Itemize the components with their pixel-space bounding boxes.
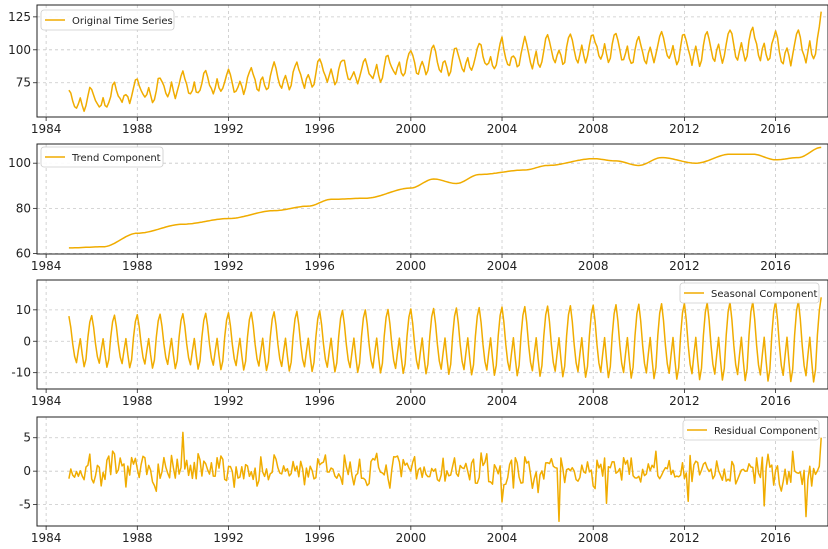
x-tick-label: 1992 — [213, 531, 244, 545]
series-line-original-time-series — [68, 11, 822, 113]
legend-label: Residual Component — [714, 426, 818, 437]
x-tick-label: 2008 — [578, 259, 609, 273]
x-tick-label: 2004 — [487, 122, 518, 136]
axes-frame — [36, 279, 828, 390]
series-line-seasonal-component — [68, 297, 822, 383]
x-tick-label: 2012 — [669, 394, 700, 408]
x-tick-label: 2008 — [578, 122, 609, 136]
x-tick-label: 1996 — [304, 259, 335, 273]
y-tick-label: 100 — [8, 43, 31, 57]
x-tick-label: 2004 — [487, 259, 518, 273]
y-tick-label: 5 — [23, 431, 31, 445]
panel-original-time-series: 1984 1988 1992 1996 2000 2004 2008 2012 2016 75 10… — [8, 4, 828, 136]
y-tick-label: 10 — [16, 303, 31, 317]
panel-residual-component: 1984 1988 1992 1996 2000 2004 2008 2012 2016 -5 0 5… — [19, 416, 828, 545]
x-tick-label: 2012 — [669, 122, 700, 136]
x-tick-label: 2016 — [760, 259, 791, 273]
series-line-trend-component — [68, 146, 822, 249]
y-tick-label: 75 — [16, 76, 31, 90]
x-tick-label: 2000 — [396, 531, 427, 545]
x-tick-label: 1996 — [304, 122, 335, 136]
y-tick-label: 60 — [16, 247, 31, 261]
x-tick-label: 2016 — [760, 531, 791, 545]
panel-seasonal-component: 1984 1988 1992 1996 2000 2004 2008 2012 2016 -10 0… — [11, 279, 828, 408]
axes-frame — [36, 4, 828, 118]
x-tick-label: 1988 — [122, 394, 153, 408]
x-tick-label: 2008 — [578, 394, 609, 408]
y-tick-label: 125 — [8, 10, 31, 24]
legend-label: Seasonal Component — [711, 289, 818, 300]
x-tick-label: 2012 — [669, 531, 700, 545]
y-tick-label: 0 — [23, 334, 31, 348]
series-line-residual-component — [68, 431, 822, 523]
x-tick-label: 2004 — [487, 394, 518, 408]
legend: Trend Component — [40, 146, 164, 168]
x-tick-label: 1996 — [304, 531, 335, 545]
legend-label: Trend Component — [71, 153, 161, 164]
x-tick-label: 1984 — [31, 394, 62, 408]
y-tick-label: -10 — [11, 366, 31, 380]
y-tick-label: 100 — [8, 156, 31, 170]
x-tick-label: 1996 — [304, 394, 335, 408]
x-tick-label: 2000 — [396, 122, 427, 136]
legend-label: Original Time Series — [72, 16, 173, 27]
x-tick-label: 1984 — [31, 531, 62, 545]
x-tick-label: 1984 — [31, 122, 62, 136]
x-tick-label: 2000 — [396, 259, 427, 273]
x-tick-label: 1992 — [213, 394, 244, 408]
axes-frame — [36, 143, 828, 255]
legend-box — [679, 282, 820, 304]
legend: Original Time Series — [40, 9, 175, 31]
legend-box — [40, 146, 164, 168]
x-tick-label: 2016 — [760, 122, 791, 136]
legend: Seasonal Component — [679, 282, 820, 304]
y-tick-label: -5 — [19, 498, 31, 512]
x-tick-label: 2012 — [669, 259, 700, 273]
x-tick-label: 1988 — [122, 122, 153, 136]
y-tick-label: 80 — [16, 201, 31, 215]
x-tick-label: 1984 — [31, 259, 62, 273]
y-tick-label: 0 — [23, 464, 31, 478]
x-tick-label: 1992 — [213, 122, 244, 136]
panel-trend-component: 1984 1988 1992 1996 2000 2004 2008 2012 2016 60 80… — [8, 143, 828, 273]
x-tick-label: 1988 — [122, 259, 153, 273]
x-tick-label: 2000 — [396, 394, 427, 408]
legend-box — [40, 9, 175, 31]
x-tick-label: 2016 — [760, 394, 791, 408]
legend: Residual Component — [682, 419, 820, 441]
x-tick-label: 2008 — [578, 531, 609, 545]
x-tick-label: 1988 — [122, 531, 153, 545]
legend-box — [682, 419, 820, 441]
x-tick-label: 1992 — [213, 259, 244, 273]
x-tick-label: 2004 — [487, 531, 518, 545]
